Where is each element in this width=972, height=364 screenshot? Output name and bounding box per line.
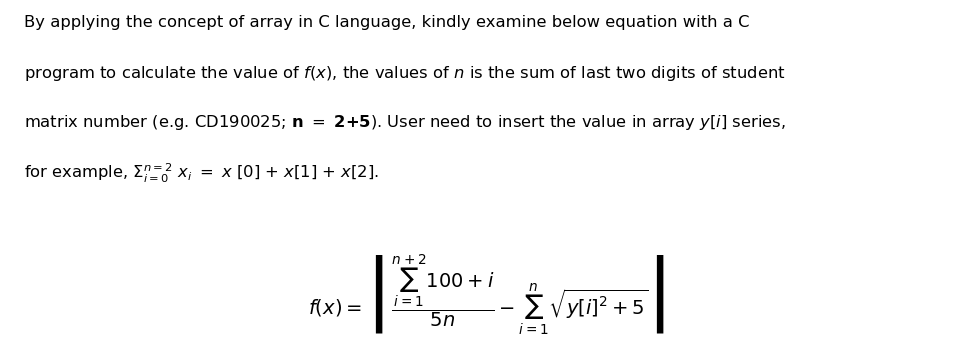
Text: By applying the concept of array in C language, kindly examine below equation wi: By applying the concept of array in C la…: [24, 15, 749, 29]
Text: $f(x) = \left| \dfrac{\sum_{i=1}^{n+2} 100 + i}{5n} - \sum_{i=1}^{n} \sqrt{y[i]^: $f(x) = \left| \dfrac{\sum_{i=1}^{n+2} 1…: [307, 253, 665, 337]
Text: matrix number (e.g. CD190025; $\mathbf{n}$ $=$ $\mathbf{2{+}5}$). User need to i: matrix number (e.g. CD190025; $\mathbf{n…: [24, 113, 786, 132]
Text: program to calculate the value of $f(x)$, the values of $n$ is the sum of last t: program to calculate the value of $f(x)$…: [24, 64, 786, 83]
Text: for example, $\Sigma_{i=0}^{n=2}$ $x_i$ $=$ $x$ [0] + $x$[1] + $x$[2].: for example, $\Sigma_{i=0}^{n=2}$ $x_i$ …: [24, 162, 379, 185]
